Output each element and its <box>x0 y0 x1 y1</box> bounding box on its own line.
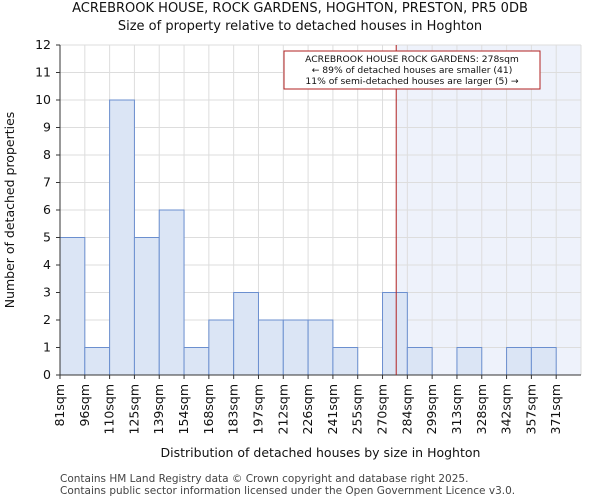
x-tick-label: 284sqm <box>399 384 414 434</box>
x-tick-label: 125sqm <box>126 384 141 434</box>
bar-357sqm <box>530 347 557 376</box>
x-tick-label: 255sqm <box>350 384 365 434</box>
annotation-box <box>283 50 541 90</box>
x-tick-label: 371sqm <box>548 384 563 434</box>
footer-copyright: Contains HM Land Registry data © Crown c… <box>60 473 469 485</box>
bar-284sqm <box>406 347 433 376</box>
bar-154sqm <box>183 347 210 376</box>
bar-226sqm <box>307 319 334 376</box>
x-tick-label: 342sqm <box>499 384 514 434</box>
y-tick-label: 9 <box>43 120 51 135</box>
bar-139sqm <box>158 209 185 376</box>
y-axis-title: Number of detached properties <box>2 112 17 309</box>
bar-81sqm <box>59 237 86 376</box>
x-tick-label: 226sqm <box>300 384 315 434</box>
y-tick-label: 3 <box>43 285 51 300</box>
x-axis-title: Distribution of detached houses by size … <box>161 445 481 460</box>
x-tick-label: 81sqm <box>52 384 67 427</box>
x-tick-label: 328sqm <box>474 384 489 434</box>
x-tick-label: 299sqm <box>424 384 439 434</box>
bar-270sqm <box>382 292 408 376</box>
footer-licence: Contains public sector information licen… <box>60 485 516 497</box>
x-tick-label: 154sqm <box>176 384 191 434</box>
y-tick-label: 0 <box>43 367 51 382</box>
bar-197sqm <box>257 319 284 376</box>
y-tick-label: 12 <box>35 37 51 52</box>
bar-125sqm <box>133 237 160 376</box>
chart-subtitle: Size of property relative to detached ho… <box>117 19 483 34</box>
bar-110sqm <box>109 99 135 376</box>
x-tick-label: 270sqm <box>375 384 390 434</box>
y-tick-label: 11 <box>35 65 51 80</box>
y-tick-label: 7 <box>43 175 51 190</box>
annotation-line-3: 11% of semi-detached houses are larger (… <box>305 76 518 87</box>
y-tick-label: 1 <box>43 340 51 355</box>
x-tick-label: 212sqm <box>275 384 290 434</box>
bar-183sqm <box>233 292 259 376</box>
y-tick-label: 6 <box>43 202 51 217</box>
x-tick-label: 96sqm <box>77 384 92 427</box>
bar-313sqm <box>456 347 483 376</box>
bar-96sqm <box>84 347 111 376</box>
bar-168sqm <box>208 319 235 376</box>
annotation-line-1: ACREBROOK HOUSE ROCK GARDENS: 278sqm <box>305 54 519 65</box>
chart-title-address: ACREBROOK HOUSE, ROCK GARDENS, HOGHTON, … <box>72 1 528 16</box>
x-tick-label: 183sqm <box>226 384 241 434</box>
x-tick-label: 197sqm <box>250 384 265 434</box>
y-tick-label: 8 <box>43 147 51 162</box>
x-tick-label: 313sqm <box>449 384 464 434</box>
y-tick-label: 10 <box>35 92 51 107</box>
bar-241sqm <box>332 347 359 376</box>
y-tick-label: 5 <box>43 230 51 245</box>
annotation-line-2: ← 89% of detached houses are smaller (41… <box>312 65 513 76</box>
y-tick-label: 4 <box>43 257 51 272</box>
x-tick-label: 241sqm <box>325 384 340 434</box>
x-tick-label: 168sqm <box>201 384 216 434</box>
x-tick-label: 357sqm <box>523 384 538 434</box>
bar-342sqm <box>506 347 532 376</box>
x-tick-label: 139sqm <box>151 384 166 434</box>
y-tick-label: 2 <box>43 312 51 327</box>
x-tick-label: 110sqm <box>102 384 117 434</box>
bar-212sqm <box>282 319 309 376</box>
